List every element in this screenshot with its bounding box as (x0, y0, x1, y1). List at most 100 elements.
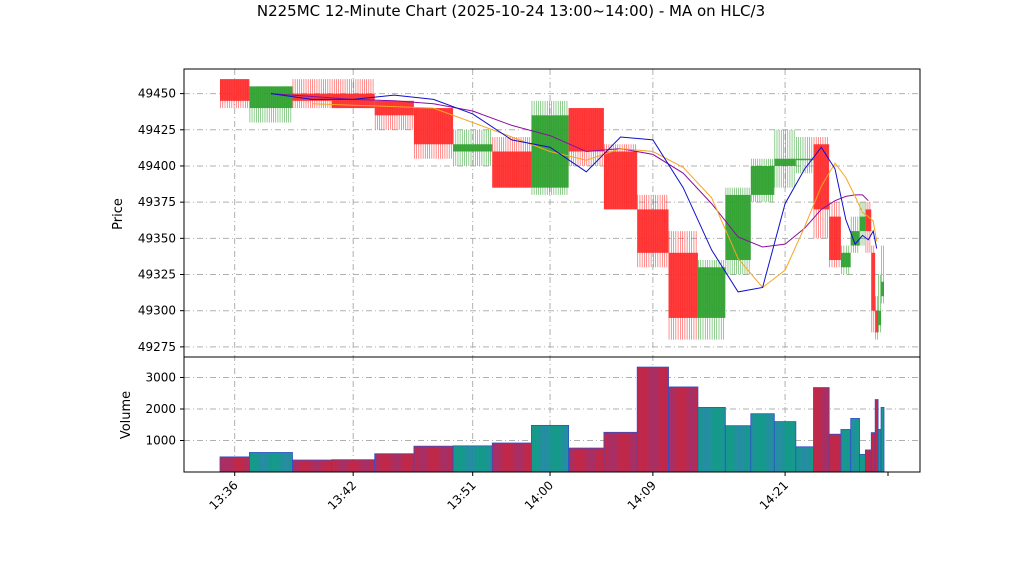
candle (840, 245, 851, 275)
time-tick-label: 13:36 (206, 478, 240, 512)
candle-body (292, 93, 332, 101)
volume-bar (248, 452, 293, 473)
candle-body (813, 144, 830, 210)
volume-bar-rect (874, 399, 879, 473)
candles (220, 79, 884, 340)
candle-body (840, 252, 851, 268)
candle-body (795, 158, 814, 161)
volume-bar-rect (877, 429, 882, 473)
volume-bar (773, 421, 797, 473)
price-tick-label: 49400 (138, 159, 176, 173)
price-tick-label: 49325 (138, 268, 176, 282)
candle (413, 108, 454, 159)
volume-bar-rect (813, 387, 830, 473)
candle-body (374, 100, 414, 116)
time-tick-label: 14:09 (625, 478, 659, 512)
volume-bar-rect (859, 453, 866, 473)
candle-body (875, 310, 879, 333)
volume-panel-frame (183, 356, 921, 473)
volume-bar (331, 459, 376, 473)
candle (637, 194, 669, 268)
time-tick-label: 14:21 (757, 478, 791, 512)
candle (249, 86, 293, 123)
volume-bar-rect (880, 407, 885, 473)
volume-bar (697, 407, 726, 473)
candle-body (668, 252, 698, 318)
volume-bar (568, 447, 605, 473)
volume-bar (750, 413, 775, 473)
volume-bar (724, 425, 752, 473)
volume-bar (413, 445, 454, 473)
price-tick-label: 49375 (138, 195, 176, 209)
volume-bar (374, 453, 415, 473)
volume-bar-rect (531, 424, 570, 473)
candle-body (220, 79, 250, 101)
candle-body (492, 151, 532, 188)
volume-tick-label: 2000 (145, 402, 176, 416)
ma-fast-line (270, 93, 878, 293)
candle-body (603, 151, 638, 210)
volume-bar (531, 424, 570, 473)
volume-bar (636, 366, 669, 473)
candle (668, 231, 698, 340)
moving-average-lines (270, 93, 878, 293)
price-panel-frame (183, 68, 921, 358)
candle-body (871, 252, 876, 311)
volume-bar (859, 453, 866, 473)
volume-bar (864, 449, 872, 473)
candle-body (453, 144, 493, 152)
candle-body (637, 209, 669, 253)
candle (750, 158, 775, 203)
volume-bar (874, 399, 879, 473)
volume-tick-label: 3000 (145, 370, 176, 384)
volume-bar-rect (864, 449, 872, 473)
candle (292, 79, 332, 109)
volume-bar (850, 418, 860, 473)
candle (871, 245, 876, 333)
candle-body (774, 158, 796, 166)
volume-bar (491, 442, 532, 473)
candle (725, 187, 751, 275)
volume-bar (828, 433, 842, 473)
candle (697, 260, 726, 340)
price-tick-label: 49300 (138, 304, 176, 318)
price-tick-label: 49275 (138, 340, 176, 354)
candle-body (568, 108, 604, 152)
candle-body (850, 231, 860, 246)
price-tick-label: 49425 (138, 123, 176, 137)
candle-body (881, 281, 884, 297)
volume-bar-rect (636, 366, 669, 473)
candle-body (829, 216, 841, 261)
volume-bar (813, 387, 830, 473)
volume-tick-label: 1000 (145, 433, 176, 447)
volume-bar-rect (840, 429, 852, 473)
volume-bar (795, 446, 814, 473)
price-tick-label: 49350 (138, 231, 176, 245)
candle-body (750, 165, 775, 195)
candle-body (725, 194, 751, 261)
ma-mid-line (312, 103, 878, 289)
candle-body (865, 209, 872, 232)
candle (220, 79, 250, 109)
candle (374, 100, 414, 130)
candle-body (413, 108, 454, 145)
candle (774, 129, 796, 188)
candle (829, 202, 841, 268)
candle (531, 100, 569, 195)
candle (881, 245, 884, 304)
volume-bar-rect (668, 386, 699, 473)
candle (875, 296, 879, 340)
candle (568, 108, 604, 166)
time-tick-label: 13:51 (444, 478, 478, 512)
volume-bar (877, 429, 882, 473)
time-tick-label: 14:00 (522, 478, 556, 512)
time-axis-ticks: 13:36 13:42 13:51 14:00 14:09 14:21 (206, 472, 889, 513)
chart-title: N225MC 12-Minute Chart (2025-10-24 13:00… (257, 2, 765, 20)
candle-body (859, 216, 866, 232)
volume-bar (219, 456, 250, 473)
volume-bars (219, 366, 885, 473)
volume-bar (870, 432, 876, 473)
ma-slow-line (270, 93, 869, 248)
volume-bar (292, 459, 333, 473)
